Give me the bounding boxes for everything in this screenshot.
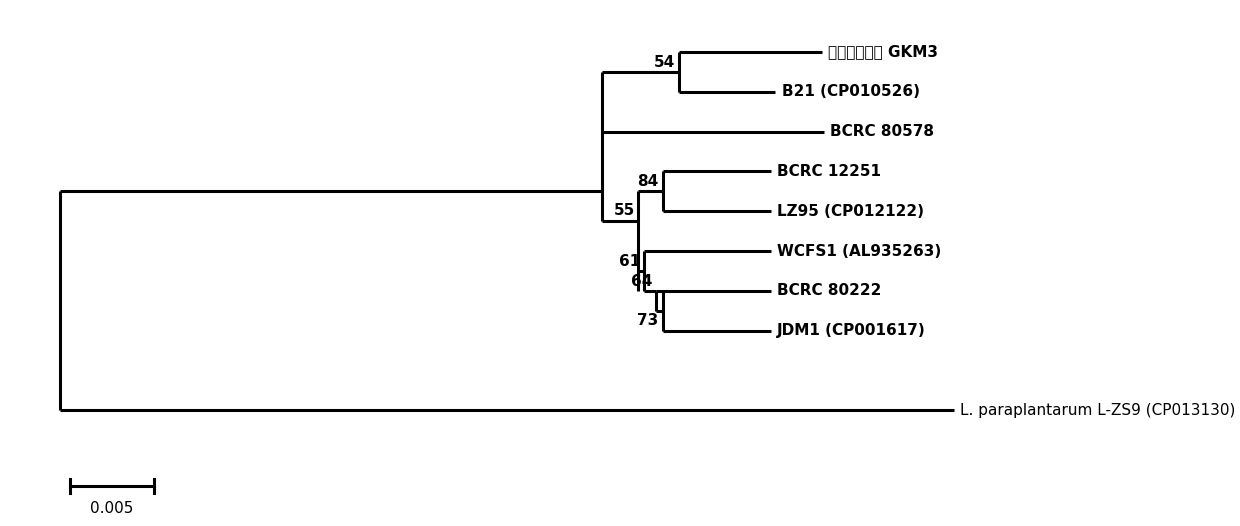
Text: LZ95 (CP012122): LZ95 (CP012122) [777,204,924,219]
Text: 73: 73 [637,313,658,328]
Text: 61: 61 [619,254,640,269]
Text: 84: 84 [637,174,658,189]
Text: 55: 55 [614,204,635,218]
Text: BCRC 80578: BCRC 80578 [831,124,934,139]
Text: BCRC 12251: BCRC 12251 [777,164,882,179]
Text: 54: 54 [653,55,675,70]
Text: B21 (CP010526): B21 (CP010526) [782,84,920,99]
Text: 0.005: 0.005 [91,501,134,516]
Text: 64: 64 [631,274,652,289]
Text: L. paraplantarum L-ZS9 (CP013130): L. paraplantarum L-ZS9 (CP013130) [961,403,1236,418]
Text: WCFS1 (AL935263): WCFS1 (AL935263) [777,244,941,259]
Text: JDM1 (CP001617): JDM1 (CP001617) [777,323,926,338]
Text: 胚芽乳酸桿菌 GKM3: 胚芽乳酸桿菌 GKM3 [828,45,939,59]
Text: BCRC 80222: BCRC 80222 [777,284,882,298]
